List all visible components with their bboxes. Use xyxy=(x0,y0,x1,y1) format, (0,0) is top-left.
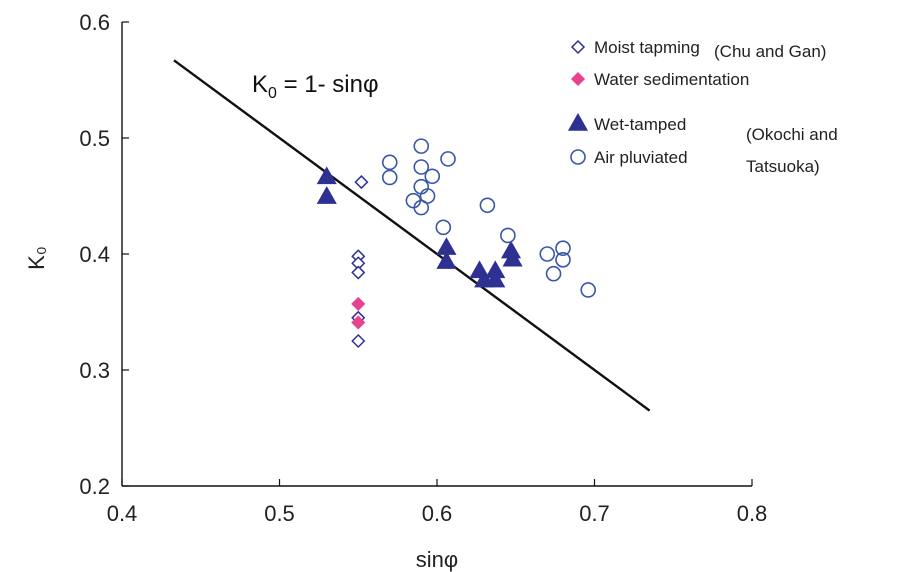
y-tick-label: 0.6 xyxy=(79,10,110,35)
data-point xyxy=(555,240,571,256)
x-axis-label: sinφ xyxy=(416,547,458,572)
legend-marker xyxy=(570,149,586,165)
x-tick-label: 0.8 xyxy=(737,501,768,526)
data-point xyxy=(413,199,430,216)
legend-marker xyxy=(567,112,589,131)
equation-annotation: K0 = 1- sinφ xyxy=(252,71,379,102)
data-point xyxy=(479,197,496,214)
axes: 0.4 0.5 0.6 0.7 0.8 0.2 0.3 0.4 0.5 0.6 sinφ K₀ xyxy=(24,10,767,572)
data-point xyxy=(351,265,366,280)
y-tick-label: 0.3 xyxy=(79,358,110,383)
data-point xyxy=(435,219,452,236)
x-tick-label: 0.6 xyxy=(422,501,453,526)
x-tick-label: 0.7 xyxy=(579,501,610,526)
x-tick-label: 0.5 xyxy=(264,501,295,526)
legend-group-label: (Chu and Gan) xyxy=(714,42,826,61)
legend: Moist tapming Water sedimentation Wet-tamp… xyxy=(567,38,838,176)
y-tick-label: 0.5 xyxy=(79,126,110,151)
legend-marker xyxy=(570,39,586,55)
legend-label: Water sedimentation xyxy=(594,70,749,89)
fit-line-layer xyxy=(173,59,651,412)
y-tick-label: 0.4 xyxy=(79,242,110,267)
data-point xyxy=(485,269,506,288)
data-point xyxy=(351,315,366,330)
legend-group-label: Tatsuoka) xyxy=(746,157,820,176)
y-tick-label: 0.2 xyxy=(79,474,110,499)
y-axis-label: K₀ xyxy=(24,246,49,270)
data-point xyxy=(413,138,430,154)
data-point xyxy=(500,227,516,244)
equation-rest: = 1- sinφ xyxy=(277,71,379,98)
data-point xyxy=(413,159,430,175)
equation-subscript: 0 xyxy=(268,85,277,102)
data-point xyxy=(419,188,436,204)
legend-marker xyxy=(570,71,586,87)
data-point xyxy=(316,166,337,185)
data-point xyxy=(354,175,369,190)
legend-group-label: (Okochi and xyxy=(746,125,838,144)
equation-base: K xyxy=(252,71,268,98)
data-point xyxy=(539,246,556,262)
data-point xyxy=(545,265,562,282)
data-point xyxy=(436,251,457,269)
legend-label: Wet-tamped xyxy=(594,115,686,134)
data-point xyxy=(502,248,523,267)
data-point xyxy=(440,151,456,167)
data-point xyxy=(381,154,398,171)
data-points xyxy=(316,138,597,349)
legend-label: Air pluviated xyxy=(594,148,688,167)
data-point xyxy=(316,186,337,204)
data-point xyxy=(351,333,366,349)
x-tick-label: 0.4 xyxy=(107,501,138,526)
annotations: K0 = 1- sinφ xyxy=(252,71,379,102)
data-point xyxy=(580,282,597,298)
data-point xyxy=(381,169,398,186)
data-point xyxy=(351,296,366,311)
fit-line xyxy=(173,59,651,412)
legend-label: Moist tapming xyxy=(594,38,700,57)
data-point xyxy=(424,168,441,185)
data-point xyxy=(555,251,571,268)
